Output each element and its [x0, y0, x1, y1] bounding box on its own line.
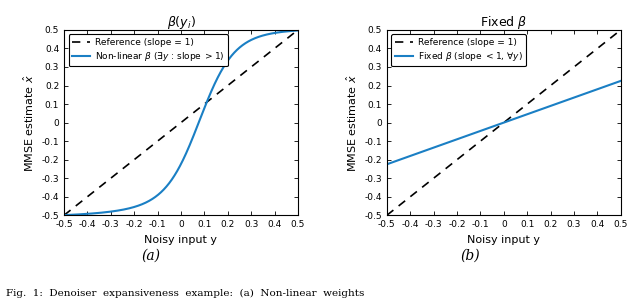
Non-linear $\beta$ ($\exists y$ : slope $> 1$): (0.287, 0.437): slope $> 1$): (0.287, 0.437)	[244, 40, 252, 43]
Fixed $\beta$ (slope $< 1$, $\forall y$)	[395, 158, 403, 162]
Reference (slope = 1)	[60, 213, 68, 217]
Text: (a): (a)	[141, 249, 160, 263]
Fixed $\beta$ (slope $< 1$, $\forall y$)	[617, 79, 625, 83]
Reference (slope = 1)	[244, 68, 252, 71]
Reference (slope = 1)	[497, 123, 504, 127]
Non-linear $\beta$ ($\exists y$ : slope $> 1$): (-0.0403, -0.309): slope $> 1$): (-0.0403, -0.309)	[168, 178, 175, 182]
Legend: Reference (slope = 1), Fixed $\beta$ (slope $< 1$, $\forall y$): Reference (slope = 1), Fixed $\beta$ (sl…	[392, 34, 526, 66]
Reference (slope = 1)	[567, 68, 575, 71]
Line: Fixed $\beta$ (slope $< 1$, $\forall y$): Fixed $\beta$ (slope $< 1$, $\forall y$)	[387, 81, 621, 164]
Reference (slope = 1)	[72, 204, 80, 208]
Reference (slope = 1)	[287, 33, 295, 37]
Text: (b): (b)	[461, 249, 480, 263]
Fixed $\beta$ (slope $< 1$, $\forall y$)	[497, 122, 504, 126]
Fixed $\beta$ (slope $< 1$, $\forall y$)	[491, 124, 499, 128]
Reference (slope = 1)	[294, 28, 302, 32]
Fixed $\beta$ (slope $< 1$, $\forall y$)	[610, 82, 618, 85]
X-axis label: Noisy input y: Noisy input y	[145, 235, 218, 245]
Reference (slope = 1)	[610, 33, 618, 37]
Reference (slope = 1)	[174, 123, 182, 127]
Fixed $\beta$ (slope $< 1$, $\forall y$)	[567, 97, 575, 100]
Non-linear $\beta$ ($\exists y$ : slope $> 1$): (0.5, 0.497): slope $> 1$): (0.5, 0.497)	[294, 29, 302, 32]
Line: Reference (slope = 1): Reference (slope = 1)	[387, 30, 621, 215]
Y-axis label: MMSE estimate $\hat{x}$: MMSE estimate $\hat{x}$	[344, 74, 359, 172]
Non-linear $\beta$ ($\exists y$ : slope $> 1$): (-0.5, -0.499): slope $> 1$): (-0.5, -0.499)	[60, 213, 68, 217]
Reference (slope = 1)	[617, 28, 625, 32]
Reference (slope = 1)	[610, 33, 618, 37]
Reference (slope = 1)	[168, 128, 175, 132]
Line: Reference (slope = 1): Reference (slope = 1)	[64, 30, 298, 215]
Fixed $\beta$ (slope $< 1$, $\forall y$)	[610, 82, 618, 85]
Non-linear $\beta$ ($\exists y$ : slope $> 1$): (-0.0138, -0.256): slope $> 1$): (-0.0138, -0.256)	[174, 168, 182, 172]
Reference (slope = 1)	[491, 128, 499, 132]
Non-linear $\beta$ ($\exists y$ : slope $> 1$): (0.47, 0.494): slope $> 1$): (0.47, 0.494)	[287, 29, 295, 33]
X-axis label: Noisy input y: Noisy input y	[467, 235, 540, 245]
Line: Non-linear $\beta$ ($\exists y$ : slope $> 1$): Non-linear $\beta$ ($\exists y$ : slope …	[64, 30, 298, 215]
Non-linear $\beta$ ($\exists y$ : slope $> 1$): (-0.449, -0.496): slope $> 1$): (-0.449, -0.496)	[72, 213, 80, 216]
Title: $\beta(y_i)$: $\beta(y_i)$	[166, 14, 195, 31]
Text: Fig.  1:  Denoiser  expansiveness  example:  (a)  Non-linear  weights: Fig. 1: Denoiser expansiveness example: …	[6, 289, 365, 298]
Non-linear $\beta$ ($\exists y$ : slope $> 1$): (0.471, 0.494): slope $> 1$): (0.471, 0.494)	[287, 29, 295, 33]
Title: Fixed $\beta$: Fixed $\beta$	[480, 14, 527, 31]
Legend: Reference (slope = 1), Non-linear $\beta$ ($\exists y$ : slope $> 1$): Reference (slope = 1), Non-linear $\beta…	[68, 34, 228, 66]
Y-axis label: MMSE estimate $\hat{x}$: MMSE estimate $\hat{x}$	[22, 74, 36, 172]
Reference (slope = 1)	[287, 33, 295, 37]
Fixed $\beta$ (slope $< 1$, $\forall y$)	[383, 162, 390, 166]
Reference (slope = 1)	[383, 213, 390, 217]
Reference (slope = 1)	[395, 204, 403, 208]
